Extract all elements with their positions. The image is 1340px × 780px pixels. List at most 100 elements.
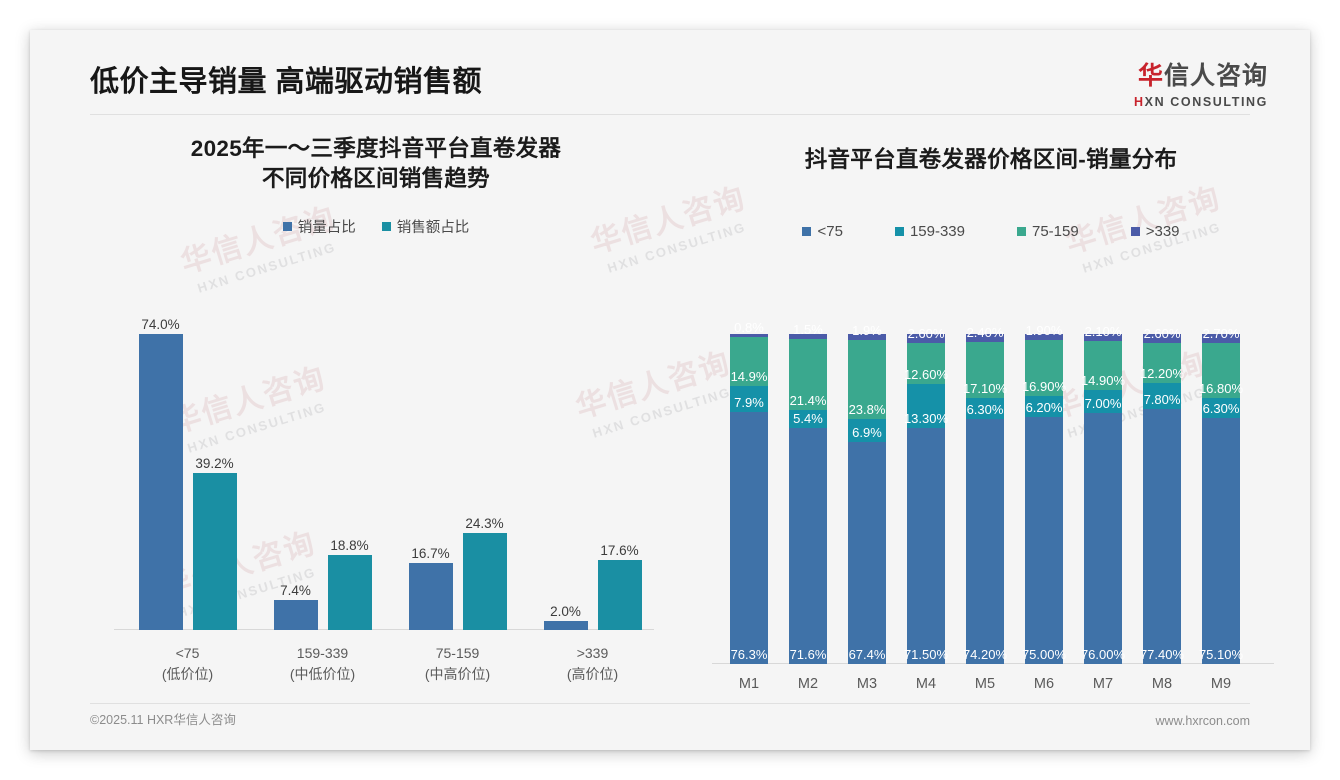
legend-swatch-icon <box>282 221 292 231</box>
legend-item-volume[interactable]: 销量占比 <box>282 216 356 237</box>
logo-en-rest: XN CONSULTING <box>1144 95 1268 109</box>
segment-lt75[interactable]: 74.20% <box>963 419 1007 664</box>
segment-value-label: 14.9% <box>730 369 768 385</box>
segment-159-339[interactable]: 5.4% <box>789 409 827 428</box>
segment-lt75[interactable]: 71.6% <box>789 427 827 664</box>
segment-75-159[interactable]: 16.80% <box>1199 342 1243 398</box>
legend-item-159-339[interactable]: 159-339 <box>894 223 965 240</box>
segment-gt339[interactable]: 2.10% <box>1084 325 1122 341</box>
segment-159-339[interactable]: 6.30% <box>1202 397 1240 419</box>
page-title: 低价主导销量 高端驱动销售额 <box>90 66 483 98</box>
x-axis-category: >339 (高价位) <box>525 643 660 684</box>
bar-rect[interactable] <box>597 560 642 630</box>
bar-volume[interactable]: 2.0% <box>543 310 588 630</box>
bar-rect[interactable] <box>273 600 318 630</box>
segment-159-339[interactable]: 6.9% <box>848 418 886 442</box>
legend-label: 75-159 <box>1032 222 1079 240</box>
segment-value-label: 1.90% <box>1025 323 1063 339</box>
segment-75-159[interactable]: 23.8% <box>848 340 886 419</box>
stacked-bar-group[interactable]: 2.40% 17.10% 6.30% 74.20% <box>956 326 1014 664</box>
legend-label: 销量占比 <box>297 219 356 236</box>
stacked-bar-group[interactable]: 1.5% 21.4% 5.4% 71.6% <box>779 323 837 664</box>
bar-rect[interactable] <box>408 563 453 630</box>
bar-rect[interactable] <box>462 533 507 630</box>
segment-159-339[interactable]: 7.80% <box>1143 382 1181 409</box>
grouped-bar-chart: 74.0% 39.2% <75 (低价位) 7.4% 18.8 <box>72 292 680 692</box>
bar-revenue[interactable]: 39.2% <box>192 310 237 630</box>
legend-item-gt339[interactable]: >339 <box>1130 223 1180 240</box>
segment-75-159[interactable]: 14.90% <box>1080 340 1126 391</box>
bar-revenue[interactable]: 24.3% <box>462 310 507 630</box>
category-sublabel: (中高价位) <box>424 665 491 682</box>
segment-159-339[interactable]: 7.00% <box>1084 390 1122 414</box>
slide-canvas: 华信人咨询 HXN CONSULTING 华信人咨询 HXN CONSULTIN… <box>30 30 1310 750</box>
category-sublabel: (高价位) <box>566 665 619 682</box>
legend-swatch-icon <box>894 226 904 236</box>
segment-lt75[interactable]: 71.50% <box>904 428 948 664</box>
bar-group: 16.7% 24.3% <box>390 310 525 630</box>
bar-rect[interactable] <box>327 555 372 630</box>
stacked-bar-group[interactable]: 1.9% 23.8% 6.9% 67.4% <box>838 324 896 664</box>
segment-159-339[interactable]: 6.30% <box>966 398 1004 420</box>
segment-lt75[interactable]: 77.40% <box>1140 408 1184 664</box>
stacked-bar-group[interactable]: 2.60% 12.20% 7.80% 77.40% <box>1133 327 1191 664</box>
bar-volume[interactable]: 7.4% <box>273 310 318 630</box>
segment-75-159[interactable]: 12.60% <box>904 342 948 385</box>
segment-159-339[interactable]: 6.20% <box>1025 396 1063 417</box>
x-axis-category: 75-159 (中高价位) <box>390 643 525 684</box>
segment-gt339[interactable]: 1.9% <box>848 324 886 341</box>
segment-value-label: 16.90% <box>1021 379 1067 395</box>
right-chart-title: 抖音平台直卷发器价格区间-销量分布 <box>804 147 1178 172</box>
bar-revenue[interactable]: 18.8% <box>327 310 372 630</box>
bar-revenue[interactable]: 17.6% <box>597 310 642 630</box>
segment-value-label: 14.90% <box>1080 373 1126 389</box>
segment-gt339[interactable]: 2.70% <box>1202 327 1240 343</box>
segment-75-159[interactable]: 12.20% <box>1140 342 1184 383</box>
stacked-bar-group[interactable]: 2.70% 16.80% 6.30% 75.10% <box>1192 327 1250 664</box>
segment-value-label: 5.4% <box>793 410 823 426</box>
segment-value-label: 2.40% <box>966 324 1004 340</box>
segment-lt75[interactable]: 67.4% <box>848 441 886 664</box>
stacked-bar-group[interactable]: 1.90% 16.90% 6.20% 75.00% <box>1015 324 1073 664</box>
segment-lt75[interactable]: 75.10% <box>1199 418 1243 664</box>
segment-159-339[interactable]: 7.9% <box>730 386 768 413</box>
legend-item-lt75[interactable]: <75 <box>802 223 843 240</box>
x-axis-category: M2 <box>797 676 819 692</box>
bar-value-label: 17.6% <box>600 543 639 558</box>
segment-75-159[interactable]: 14.9% <box>730 336 768 387</box>
bar-rect[interactable] <box>138 334 183 630</box>
legend-item-75-159[interactable]: 75-159 <box>1017 223 1079 240</box>
stacked-bar-group[interactable]: 2.60% 12.60% 13.30% 71.50% <box>897 327 955 664</box>
bar-rect[interactable] <box>192 473 237 630</box>
segment-lt75[interactable]: 76.00% <box>1080 413 1126 664</box>
segment-gt339[interactable]: 0.8% <box>730 321 768 337</box>
segment-value-label: 13.30% <box>903 411 949 427</box>
bar-volume[interactable]: 74.0% <box>138 310 183 630</box>
legend-swatch-icon <box>802 226 812 236</box>
segment-value-label: 76.00% <box>1080 647 1126 662</box>
x-axis-category: M5 <box>974 676 996 692</box>
segment-lt75[interactable]: 75.00% <box>1022 416 1066 664</box>
segment-75-159[interactable]: 17.10% <box>963 341 1007 399</box>
bar-volume[interactable]: 16.7% <box>408 310 453 630</box>
segment-gt339[interactable]: 1.5% <box>789 323 827 340</box>
x-axis-category: M8 <box>1151 676 1173 692</box>
stacked-bar-group[interactable]: 2.10% 14.90% 7.00% 76.00% <box>1074 325 1132 664</box>
x-axis-category: M9 <box>1210 676 1232 692</box>
legend-item-revenue[interactable]: 销售额占比 <box>381 216 469 237</box>
segment-gt339[interactable]: 1.90% <box>1025 324 1063 341</box>
segment-gt339[interactable]: 2.60% <box>907 327 945 343</box>
bar-value-label: 24.3% <box>465 516 504 531</box>
segment-159-339[interactable]: 13.30% <box>903 384 949 429</box>
segment-gt339[interactable]: 2.60% <box>1143 327 1181 343</box>
segment-value-label: 2.60% <box>1143 325 1181 341</box>
legend-swatch-icon <box>381 221 391 231</box>
bar-value-label: 74.0% <box>141 317 180 332</box>
segment-gt339[interactable]: 2.40% <box>966 326 1004 342</box>
segment-lt75[interactable]: 76.3% <box>730 412 768 664</box>
segment-75-159[interactable]: 21.4% <box>789 339 827 410</box>
stacked-bar-group[interactable]: 0.8% 14.9% 7.9% 76.3% <box>720 321 778 664</box>
bar-rect[interactable] <box>543 621 588 630</box>
footer-website[interactable]: www.hxrcon.com <box>1155 714 1250 728</box>
segment-75-159[interactable]: 16.90% <box>1021 340 1067 397</box>
